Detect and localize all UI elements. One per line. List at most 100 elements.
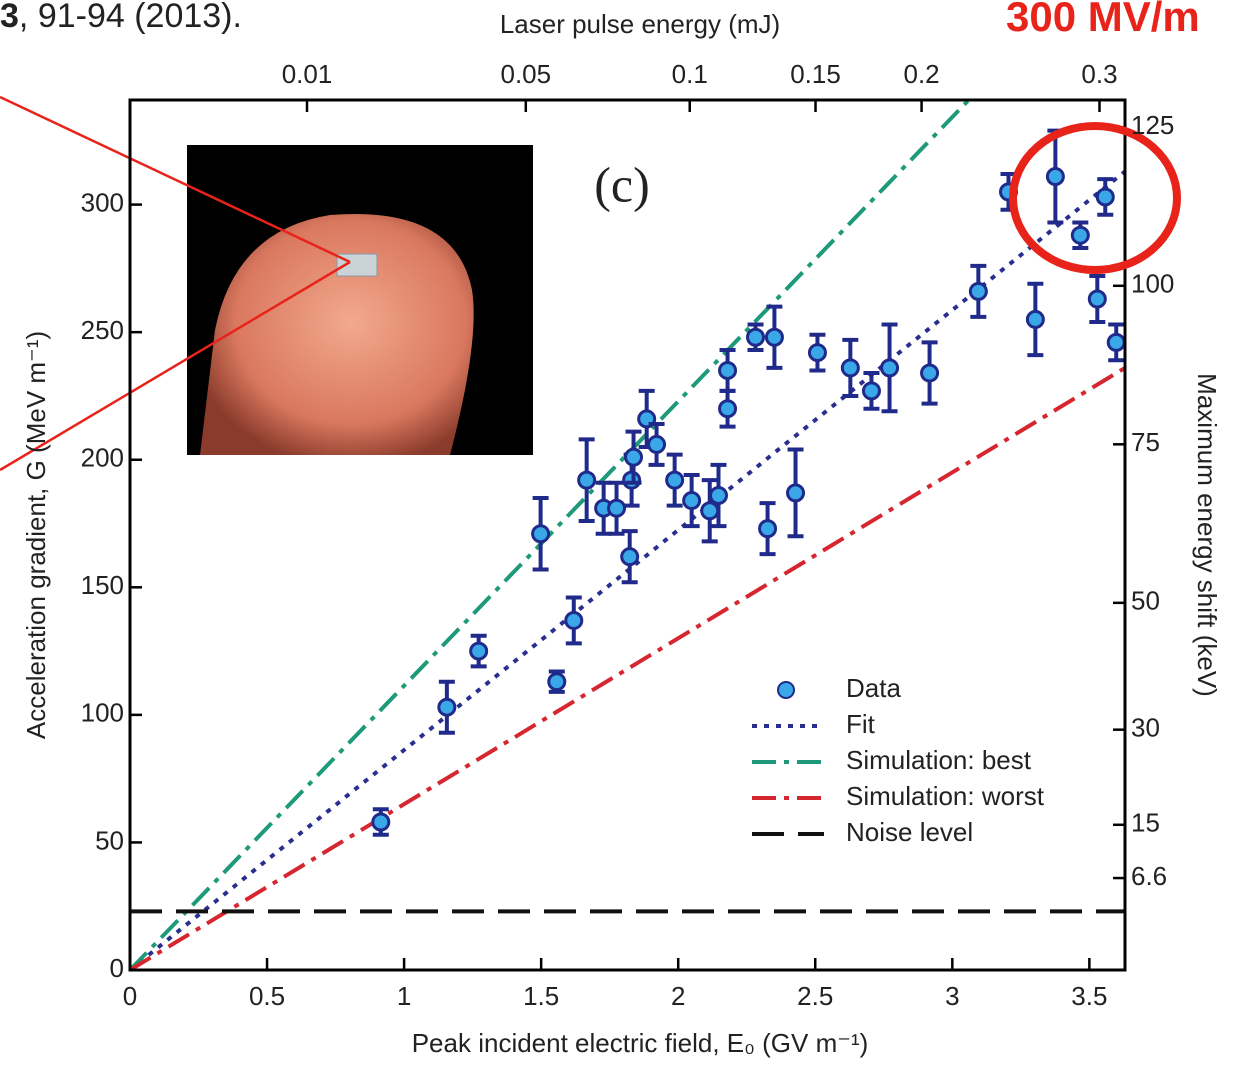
data-point	[758, 519, 778, 539]
x-tick-label: 3.5	[1071, 981, 1107, 1011]
data-point	[786, 483, 806, 503]
data-point-group	[371, 807, 391, 837]
data-point-group	[1025, 281, 1045, 358]
data-point-group	[1106, 322, 1126, 363]
data-point	[665, 470, 685, 490]
data-point	[718, 360, 738, 380]
x2-axis-label: Laser pulse energy (mJ)	[500, 9, 780, 39]
data-point	[880, 358, 900, 378]
panel-label: (c)	[594, 156, 650, 212]
data-point	[764, 327, 784, 347]
data-point-group	[564, 595, 584, 646]
data-point	[700, 501, 720, 521]
data-point	[531, 524, 551, 544]
y-tick-label: 200	[81, 443, 124, 473]
data-point-group	[709, 462, 729, 529]
data-point-group	[840, 337, 860, 398]
data-point	[1070, 225, 1090, 245]
data-point	[746, 327, 766, 347]
x2-tick-label: 0.15	[790, 59, 841, 89]
x2-tick-label: 0.2	[904, 59, 940, 89]
citation-pages: , 91-94 (2013).	[19, 0, 242, 35]
data-point-group	[647, 422, 667, 467]
legend-label: Data	[846, 673, 901, 703]
data-point-group	[786, 447, 806, 539]
data-point	[1095, 187, 1115, 207]
data-point-group	[577, 437, 597, 523]
data-point	[371, 812, 391, 832]
data-point-group	[968, 263, 988, 319]
data-point-group	[682, 473, 702, 529]
data-point-group	[437, 679, 457, 735]
data-point	[620, 547, 640, 567]
data-point-group	[920, 340, 940, 406]
data-point-group	[469, 633, 489, 669]
x2-tick-label: 0.3	[1081, 59, 1117, 89]
data-point-group	[547, 669, 567, 694]
data-point	[437, 697, 457, 717]
legend-label: Noise level	[846, 817, 973, 847]
legend-label: Simulation: worst	[846, 781, 1045, 811]
data-point-group	[1095, 177, 1115, 217]
highlight-circle	[1009, 122, 1181, 274]
data-point-group	[861, 370, 881, 411]
data-point	[577, 470, 597, 490]
data-point	[624, 447, 644, 467]
finger	[200, 213, 474, 455]
y-axis-label: Acceleration gradient, G (MeV m⁻¹)	[21, 331, 51, 739]
data-point	[968, 281, 988, 301]
legend-swatch	[777, 681, 795, 699]
data-point	[469, 641, 489, 661]
data-point	[647, 434, 667, 454]
data-point-group	[637, 388, 657, 449]
y2-tick-label: 30	[1131, 713, 1160, 743]
x-tick-label: 0	[123, 981, 137, 1011]
pointer-line	[0, 95, 351, 264]
data-point-group	[531, 496, 551, 572]
data-point	[718, 399, 738, 419]
data-point-group	[807, 332, 827, 373]
data-point	[1045, 167, 1065, 187]
x-axis-label: Peak incident electric field, E₀ (GV m⁻¹…	[412, 1028, 869, 1058]
y-tick-label: 100	[81, 698, 124, 728]
x2-tick-label: 0.05	[500, 59, 551, 89]
y2-tick-label: 50	[1131, 586, 1160, 616]
data-point-group	[1087, 274, 1107, 324]
y-tick-label: 250	[81, 315, 124, 345]
x2-tick-label: 0.1	[672, 59, 708, 89]
data-point	[564, 610, 584, 630]
axes-frame	[128, 98, 1127, 972]
series-line	[128, 366, 1127, 972]
data-point-group	[880, 322, 900, 414]
y-tick-label: 300	[81, 187, 124, 217]
data-point-group	[746, 322, 766, 353]
series-line	[128, 169, 1127, 972]
data-point-group	[620, 529, 640, 585]
data-point	[1025, 309, 1045, 329]
data-point	[861, 381, 881, 401]
data-point	[1106, 332, 1126, 352]
highlight-text: 300 MV/m	[1006, 0, 1200, 40]
x-tick-label: 1.5	[523, 981, 559, 1011]
y-tick-label: 0	[110, 953, 124, 983]
legend-label: Fit	[846, 709, 876, 739]
data-point	[1087, 289, 1107, 309]
data-point-group	[1070, 220, 1090, 250]
data-point	[682, 491, 702, 511]
data-point-group	[624, 429, 644, 485]
inset-photo	[187, 145, 533, 455]
x-tick-label: 0.5	[249, 981, 285, 1011]
x-tick-label: 2.5	[797, 981, 833, 1011]
x-tick-label: 2	[671, 981, 685, 1011]
data-point	[547, 672, 567, 692]
data-point-group	[665, 452, 685, 508]
data-point-group	[607, 480, 627, 536]
y2-tick-label: 125	[1131, 110, 1174, 140]
y2-axis-label: Maximum energy shift (keV)	[1192, 373, 1222, 697]
pointer-line	[0, 260, 351, 472]
data-point	[840, 358, 860, 378]
y-tick-label: 150	[81, 570, 124, 600]
data-point-group	[700, 478, 720, 544]
